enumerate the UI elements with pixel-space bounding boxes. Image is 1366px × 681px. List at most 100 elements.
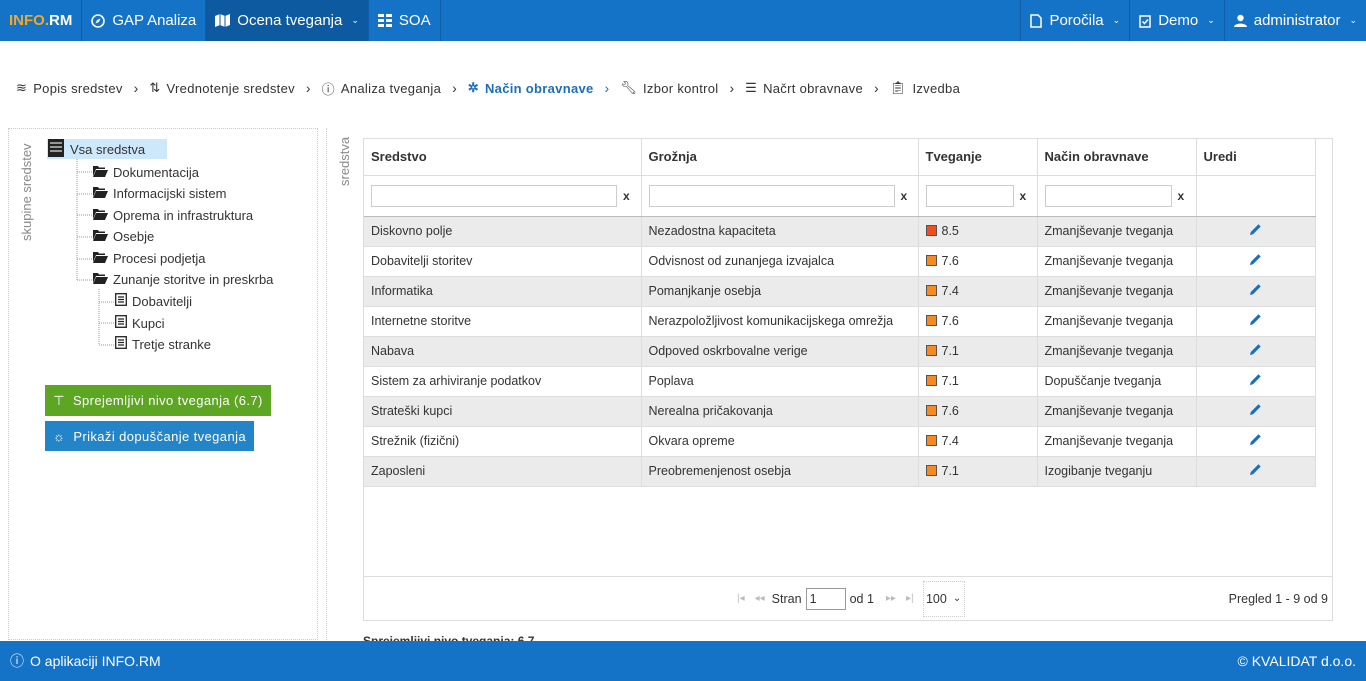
cell-uredi bbox=[1196, 396, 1316, 427]
edit-pencil-icon[interactable] bbox=[1249, 374, 1262, 389]
table-row[interactable]: Strežnik (fizični) Okvara opreme 7.4 Zmanjš… bbox=[364, 426, 1316, 457]
risk-value: 7.4 bbox=[941, 434, 959, 448]
wrench-icon: 🔧︎ bbox=[620, 80, 638, 95]
risk-color-swatch bbox=[925, 255, 937, 266]
folder-open-icon bbox=[93, 186, 108, 201]
step-analiza-tveganja[interactable]: ⓘ Analiza tveganja bbox=[322, 79, 442, 98]
filter-input-nacin[interactable] bbox=[1044, 184, 1172, 207]
layers-icon: ≋ bbox=[16, 80, 28, 95]
tree-node-dokumentacija[interactable]: Dokumentacija bbox=[93, 162, 199, 182]
cell-groznja: Pomanjkanje osebja bbox=[641, 276, 919, 307]
clear-filter-icon[interactable]: x bbox=[1019, 188, 1027, 203]
magic-wand-icon: ✲ bbox=[467, 80, 479, 95]
tree-node-oprema[interactable]: Oprema in infrastruktura bbox=[93, 205, 253, 225]
column-header-tveganje[interactable]: Tveganje bbox=[918, 139, 1038, 176]
sun-icon: ☼ bbox=[52, 428, 66, 444]
tree-node-informacijski-sistem[interactable]: Informacijski sistem bbox=[93, 183, 226, 203]
page-number-input[interactable]: 1 bbox=[805, 587, 846, 610]
table-row[interactable]: Internetne storitve Nerazpoložljivost kom… bbox=[364, 306, 1316, 337]
first-page-icon[interactable]: |◂ bbox=[737, 593, 745, 604]
nav-soa-label: SOA bbox=[398, 12, 431, 29]
table-row[interactable]: Zaposleni Preobremenjenost osebja 7.1 Izogi… bbox=[364, 456, 1316, 487]
nav-gap-label: GAP Analiza bbox=[112, 12, 197, 29]
step-izvedba[interactable]: 📋︎ Izvedba bbox=[890, 80, 960, 96]
tree-node-label: Kupci bbox=[132, 315, 165, 331]
table-row[interactable]: Sistem za arhiviranje podatkov Poplava 7.1… bbox=[364, 366, 1316, 397]
table-row[interactable]: Informatika Pomanjkanje osebja 7.4 Zmanjšev… bbox=[364, 276, 1316, 307]
tree-lines bbox=[76, 159, 115, 346]
about-link[interactable]: ⓘ O aplikaciji INFO.RM bbox=[10, 651, 161, 671]
step-popis-sredstev[interactable]: ≋ Popis sredstev bbox=[16, 80, 123, 96]
clear-filter-icon[interactable]: x bbox=[1177, 188, 1185, 203]
tree-node-zunanje-storitve[interactable]: Zunanje storitve in preskrba bbox=[93, 269, 273, 289]
nav-ocena-tveganja[interactable]: Ocena tveganja ⌄ bbox=[206, 0, 369, 41]
page-size-value: 100 bbox=[925, 591, 947, 606]
edit-pencil-icon[interactable] bbox=[1249, 254, 1262, 269]
list-document-icon bbox=[115, 336, 127, 352]
page-size-select[interactable]: 100 ⌄ bbox=[922, 580, 965, 617]
tree-node-label: Procesi podjetja bbox=[113, 250, 206, 266]
nav-demo[interactable]: Demo ⌄ bbox=[1130, 0, 1225, 41]
cell-tveganje: 7.4 bbox=[918, 426, 1038, 457]
filter-input-tveganje[interactable] bbox=[925, 184, 1014, 207]
filter-input-sredstvo[interactable] bbox=[371, 184, 617, 207]
filter-input-groznja[interactable] bbox=[648, 184, 895, 207]
nav-user[interactable]: administrator ⌄ bbox=[1225, 0, 1366, 41]
tree-node-label: Vsa sredstva bbox=[70, 141, 146, 157]
process-steps: ≋ Popis sredstev › ⇅ Vrednotenje sredstev … bbox=[16, 78, 960, 98]
nav-porocila[interactable]: Poročila ⌄ bbox=[1020, 0, 1131, 41]
risk-value: 7.6 bbox=[941, 254, 959, 268]
edit-pencil-icon[interactable] bbox=[1249, 464, 1262, 479]
step-izbor-kontrol[interactable]: 🔧︎ Izbor kontrol bbox=[620, 80, 718, 96]
tree-node-dobavitelji[interactable]: Dobavitelji bbox=[115, 291, 192, 311]
risk-table: Sredstvo Grožnja Tveganje Način obravnav… bbox=[364, 139, 1316, 487]
step-nacrt-obravnave[interactable]: ☰ Načrt obravnave bbox=[745, 80, 863, 96]
tree-node-root[interactable]: Vsa sredstva bbox=[47, 138, 168, 161]
compass-icon bbox=[91, 13, 106, 28]
nav-soa[interactable]: SOA bbox=[369, 0, 441, 41]
clear-filter-icon[interactable]: x bbox=[623, 188, 630, 203]
tree-node-tretje-stranke[interactable]: Tretje stranke bbox=[115, 334, 211, 354]
step-label: Izvedba bbox=[912, 80, 961, 96]
cell-groznja: Poplava bbox=[641, 366, 919, 397]
edit-pencil-icon[interactable] bbox=[1249, 404, 1262, 419]
cell-sredstvo: Dobavitelji storitev bbox=[364, 246, 642, 277]
tree-node-label: Osebje bbox=[113, 228, 155, 244]
table-row[interactable]: Diskovno polje Nezadostna kapaciteta 8.5 Zm… bbox=[364, 216, 1316, 247]
info-circle-icon: ⓘ bbox=[321, 81, 335, 97]
tree-node-procesi[interactable]: Procesi podjetja bbox=[93, 248, 206, 268]
top-navbar: INFO. RM GAP Analiza Ocena tveganja ⌄ SOA… bbox=[0, 0, 1366, 41]
about-label: O aplikaciji INFO.RM bbox=[30, 653, 161, 669]
acceptable-risk-level-button[interactable]: ⊤ Sprejemljivi nivo tveganja (6.7) bbox=[45, 385, 271, 416]
column-header-groznja[interactable]: Grožnja bbox=[641, 139, 919, 176]
server-icon bbox=[47, 138, 65, 161]
step-nacin-obravnave[interactable]: ✲ Način obravnave bbox=[468, 80, 594, 96]
cell-uredi bbox=[1196, 276, 1316, 307]
show-risk-acceptance-button[interactable]: ☼ Prikaži dopuščanje tveganja bbox=[45, 421, 254, 451]
tree-node-osebje[interactable]: Osebje bbox=[93, 226, 154, 246]
nav-user-label: administrator bbox=[1253, 12, 1341, 29]
table-row[interactable]: Nabava Odpoved oskrbovalne verige 7.1 Zmanj… bbox=[364, 336, 1316, 367]
edit-pencil-icon[interactable] bbox=[1249, 434, 1262, 449]
table-row[interactable]: Strateški kupci Nerealna pričakovanja 7.6 Z… bbox=[364, 396, 1316, 427]
brand-part2: RM bbox=[49, 12, 73, 29]
last-page-icon[interactable]: ▸| bbox=[905, 593, 914, 604]
nav-gap-analiza[interactable]: GAP Analiza bbox=[82, 0, 207, 41]
edit-pencil-icon[interactable] bbox=[1249, 314, 1262, 329]
list-document-icon bbox=[115, 315, 127, 331]
edit-pencil-icon[interactable] bbox=[1249, 284, 1262, 299]
clear-filter-icon[interactable]: x bbox=[900, 188, 908, 203]
cell-groznja: Nezadostna kapaciteta bbox=[641, 216, 919, 247]
step-label: Načrt obravnave bbox=[763, 80, 863, 96]
column-header-sredstvo[interactable]: Sredstvo bbox=[364, 139, 642, 176]
tree-node-kupci[interactable]: Kupci bbox=[115, 313, 165, 333]
table-row[interactable]: Dobavitelji storitev Odvisnost od zunanje… bbox=[364, 246, 1316, 277]
prev-page-icon[interactable]: ◂◂ bbox=[754, 593, 765, 604]
edit-pencil-icon[interactable] bbox=[1249, 344, 1262, 359]
step-vrednotenje-sredstev[interactable]: ⇅ Vrednotenje sredstev bbox=[149, 80, 295, 96]
cell-uredi bbox=[1196, 216, 1316, 247]
edit-pencil-icon[interactable] bbox=[1249, 224, 1262, 239]
next-page-icon[interactable]: ▸▸ bbox=[885, 593, 896, 604]
brand-logo[interactable]: INFO. RM bbox=[0, 0, 83, 41]
column-header-nacin-obravnave[interactable]: Način obravnave bbox=[1037, 139, 1197, 176]
